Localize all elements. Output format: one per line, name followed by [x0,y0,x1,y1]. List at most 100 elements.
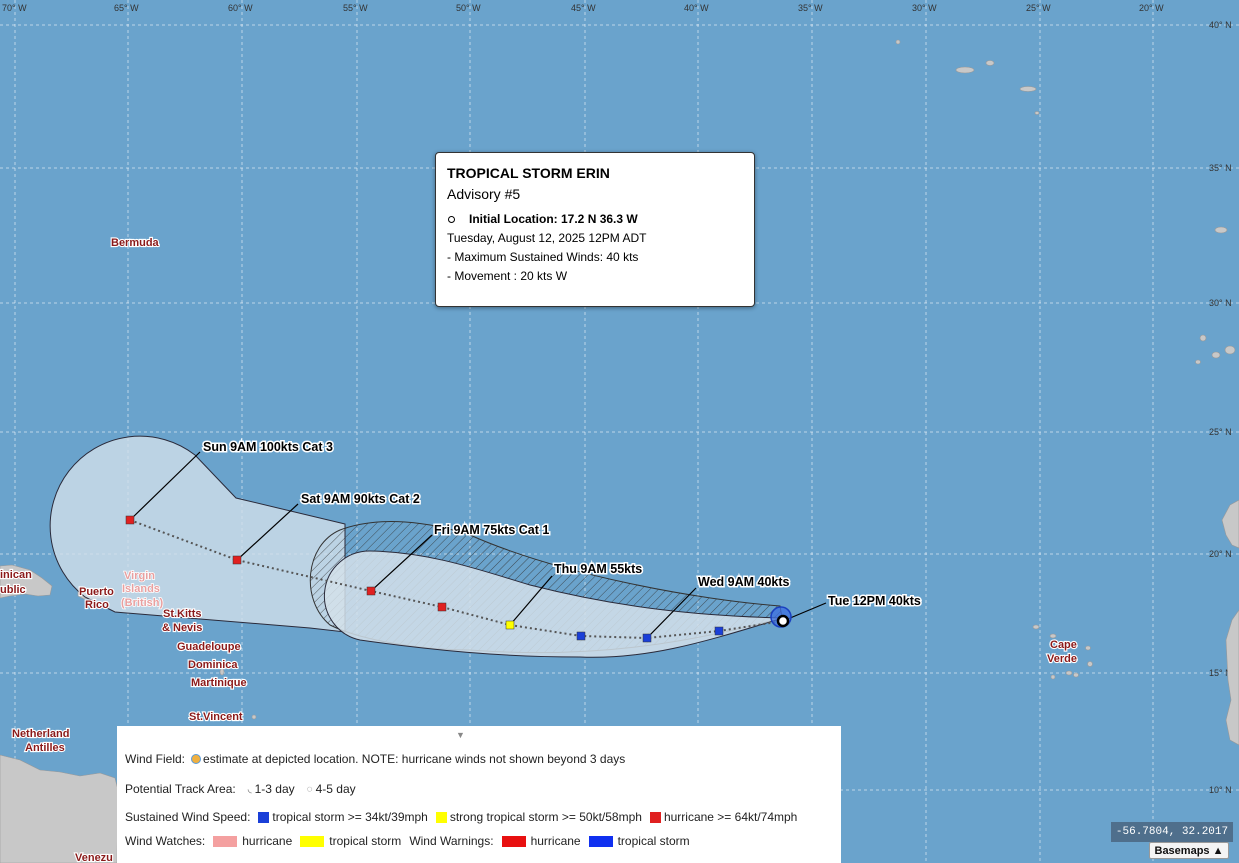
cape-verde-island [1085,645,1091,651]
madeira [1214,226,1228,234]
place-netherland-antilles: Antilles [25,742,65,754]
latitude-labels: 40° N 35° N 30° N 25° N 20° N 15° N 10° … [1209,20,1232,795]
advisory-popup[interactable]: TROPICAL STORM ERIN Advisory #5 Initial … [435,152,755,307]
legend-label: Wind Watches: [125,834,206,848]
lat-label: 40° N [1209,20,1232,30]
legend-label: Wind Warnings: [409,834,494,848]
azores [955,66,975,74]
storm-title: TROPICAL STORM ERIN [447,165,610,181]
storm-position-icon [448,215,455,223]
track-point-tropical-storm[interactable] [714,626,724,636]
track-point-tropical-storm[interactable] [642,633,652,643]
cursor-coordinates: -56.7804, 32.2017 [1111,822,1233,842]
track-label-sun: Sun 9AM 100kts Cat 3 [203,440,333,454]
legend-text: estimate at depicted location. NOTE: hur… [203,752,626,766]
legend-text: tropical storm [617,834,690,848]
longitude-labels: 70° W 65° W 60° W 55° W 50° W 45° W 40° … [2,3,1164,13]
canary [1211,351,1221,359]
track-point-hurricane[interactable] [232,555,242,565]
legend-text: hurricane [242,834,293,848]
track-point-strong-tropical-storm[interactable] [505,620,515,630]
legend-label: Sustained Wind Speed: [125,810,251,824]
lat-label: 20° N [1209,549,1232,559]
legend-text: hurricane >= 64kt/74mph [663,810,798,824]
lat-label: 35° N [1209,163,1232,173]
lon-label: 35° W [798,3,823,13]
initial-location: Initial Location: 17.2 N 36.3 W [469,212,638,226]
track-label-thu: Thu 9AM 55kts [554,562,642,576]
track-points [125,515,724,643]
cone-4-5-day-icon: ◌ [306,783,313,795]
place-labels: Bermuda inican ublic Puerto Rico Virgin … [0,236,1078,863]
lon-label: 55° W [343,3,368,13]
track-leaders [129,451,827,639]
africa-west [1225,609,1239,746]
track-point-hurricane[interactable] [366,586,376,596]
legend-watches-warnings: Wind Watches: hurricane tropical storm W… [125,834,690,848]
cape-verde-island [1032,624,1040,630]
cape-verde-island [1087,661,1093,667]
basemaps-button[interactable]: Basemaps ▲ [1149,842,1229,859]
lon-label: 40° W [684,3,709,13]
place-dominica: Dominica [188,659,238,671]
place-st-vincent: St.Vincent [189,711,243,723]
forecast-track [129,519,784,640]
lon-label: 60° W [228,3,253,13]
track-label-wed: Wed 9AM 40kts [698,575,790,589]
cape-verde-island [1050,674,1056,680]
track-label-fri: Fri 9AM 75kts Cat 1 [434,523,549,537]
legend-wind-field: Wind Field: estimate at depicted locatio… [125,752,625,766]
place-dominican: ublic [0,584,26,596]
hurricane-watch-swatch [213,835,238,847]
legend-text: hurricane [530,834,581,848]
canary [1195,359,1201,365]
advisory-number: Advisory #5 [447,186,521,202]
canary [1199,334,1207,342]
current-storm-position[interactable] [770,606,792,628]
tropical-storm-warning-swatch [588,835,613,847]
place-netherland-antilles: Netherland [12,728,69,740]
azores [985,60,995,66]
track-point-tropical-storm[interactable] [576,631,586,641]
track-point-hurricane[interactable] [437,602,447,612]
lat-label: 15° N [1209,668,1232,678]
place-cape-verde: Verde [1047,653,1077,665]
island [251,714,257,720]
island [219,668,225,676]
azores [1019,86,1037,92]
place-guadeloupe: Guadeloupe [177,641,241,653]
cape-verde-island [1049,633,1057,639]
legend-wind-speed: Sustained Wind Speed: tropical storm >= … [125,810,797,824]
place-st-kitts: & Nevis [162,622,202,634]
strong-tropical-storm-swatch [435,811,447,823]
place-virgin-islands: Virgin [124,570,155,582]
place-virgin-islands: Islands [122,583,160,595]
place-virgin-islands: (British) [121,597,164,609]
island [895,39,901,45]
lon-label: 50° W [456,3,481,13]
south-america [0,754,119,863]
lon-label: 70° W [2,3,27,13]
wind-field-icon [191,754,202,764]
place-puerto-rico: Puerto [79,586,114,598]
island [1034,111,1040,115]
hurricane-warning-swatch [501,835,526,847]
place-venezuela: Venezu [75,852,113,863]
lon-label: 20° W [1139,3,1164,13]
lon-label: 65° W [114,3,139,13]
collapse-legend-icon[interactable]: ▼ [456,730,465,740]
lon-label: 25° W [1026,3,1051,13]
track-point-hurricane[interactable] [125,515,135,525]
legend-text: tropical storm [329,834,402,848]
place-martinique: Martinique [191,677,247,689]
cone-1-3-day [323,550,784,658]
legend-panel: ▼ Wind Field: estimate at depicted locat… [117,726,841,863]
place-puerto-rico: Rico [85,599,109,611]
movement: - Movement : 20 kts W [447,269,568,283]
place-bermuda: Bermuda [111,237,160,249]
lon-label: 30° W [912,3,937,13]
hispaniola [0,564,53,599]
track-label-tue: Tue 12PM 40kts [828,594,921,608]
initial-location-row: Initial Location: 17.2 N 36.3 W [447,212,743,226]
